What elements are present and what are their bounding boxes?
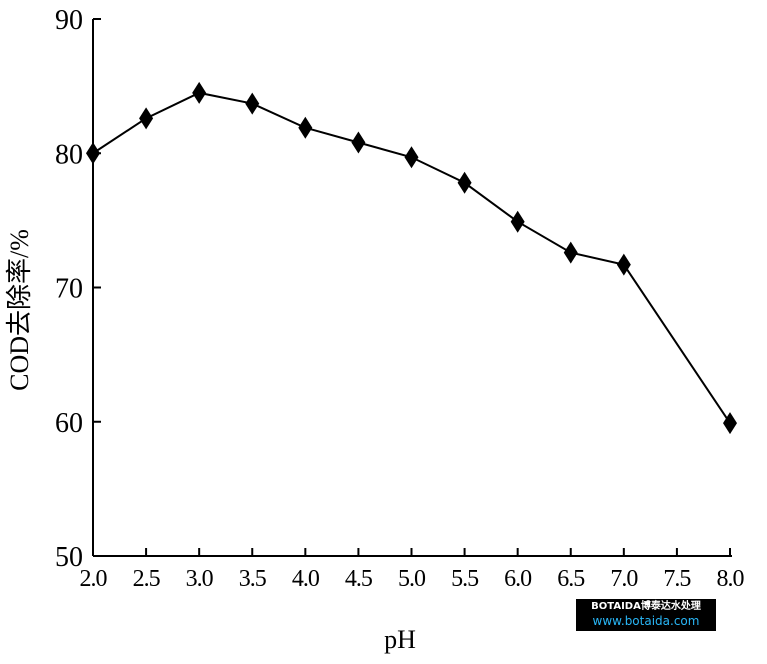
data-point-marker — [245, 92, 260, 115]
y-tick-label: 60 — [55, 408, 83, 439]
x-tick-label: 7.0 — [610, 566, 638, 592]
watermark-line2: www.botaida.com — [592, 614, 700, 628]
x-tick-label: 6.0 — [504, 566, 532, 592]
x-tick-label: 8.0 — [717, 566, 745, 592]
data-point-marker — [139, 107, 154, 130]
x-tick-label: 6.5 — [557, 566, 585, 592]
data-point-marker — [298, 116, 313, 139]
data-point-marker — [86, 142, 100, 165]
ticks: 2.0 2.5 3.0 3.5 4.0 4.5 5.0 5.5 6.0 6.5 7.0 7.5 8.0 5… — [55, 5, 746, 592]
data-point-marker — [404, 146, 419, 169]
x-tick-label: 4.0 — [292, 566, 320, 592]
y-axis-label: COD去除率/% — [5, 229, 34, 391]
data-point-marker — [351, 131, 366, 154]
x-tick-label: 7.5 — [663, 566, 691, 592]
x-tick-label: 5.5 — [451, 566, 479, 592]
data-point-marker — [457, 171, 472, 194]
data-point-marker — [510, 210, 525, 233]
x-tick-label: 2.5 — [133, 566, 161, 592]
watermark-logo: BOTAIDA博泰达水处理 www.botaida.com — [576, 599, 716, 631]
series-line — [92, 91, 731, 424]
series — [86, 81, 737, 435]
y-tick-label: 70 — [55, 274, 83, 305]
data-point-marker — [563, 241, 578, 264]
y-tick-label: 80 — [55, 139, 83, 170]
x-tick-label: 4.5 — [345, 566, 373, 592]
data-point-marker — [723, 412, 737, 435]
x-tick-label: 5.0 — [398, 566, 426, 592]
data-point-marker — [616, 253, 631, 276]
axes — [92, 19, 732, 557]
x-tick-label: 3.5 — [239, 566, 267, 592]
data-point-marker — [192, 81, 207, 104]
x-axis-label: pH — [384, 625, 416, 654]
watermark-line1: BOTAIDA博泰达水处理 — [591, 601, 701, 612]
y-tick-label: 90 — [55, 5, 83, 36]
x-tick-label: 3.0 — [186, 566, 214, 592]
x-tick-label: 2.0 — [80, 566, 108, 592]
y-tick-label: 50 — [55, 542, 83, 573]
